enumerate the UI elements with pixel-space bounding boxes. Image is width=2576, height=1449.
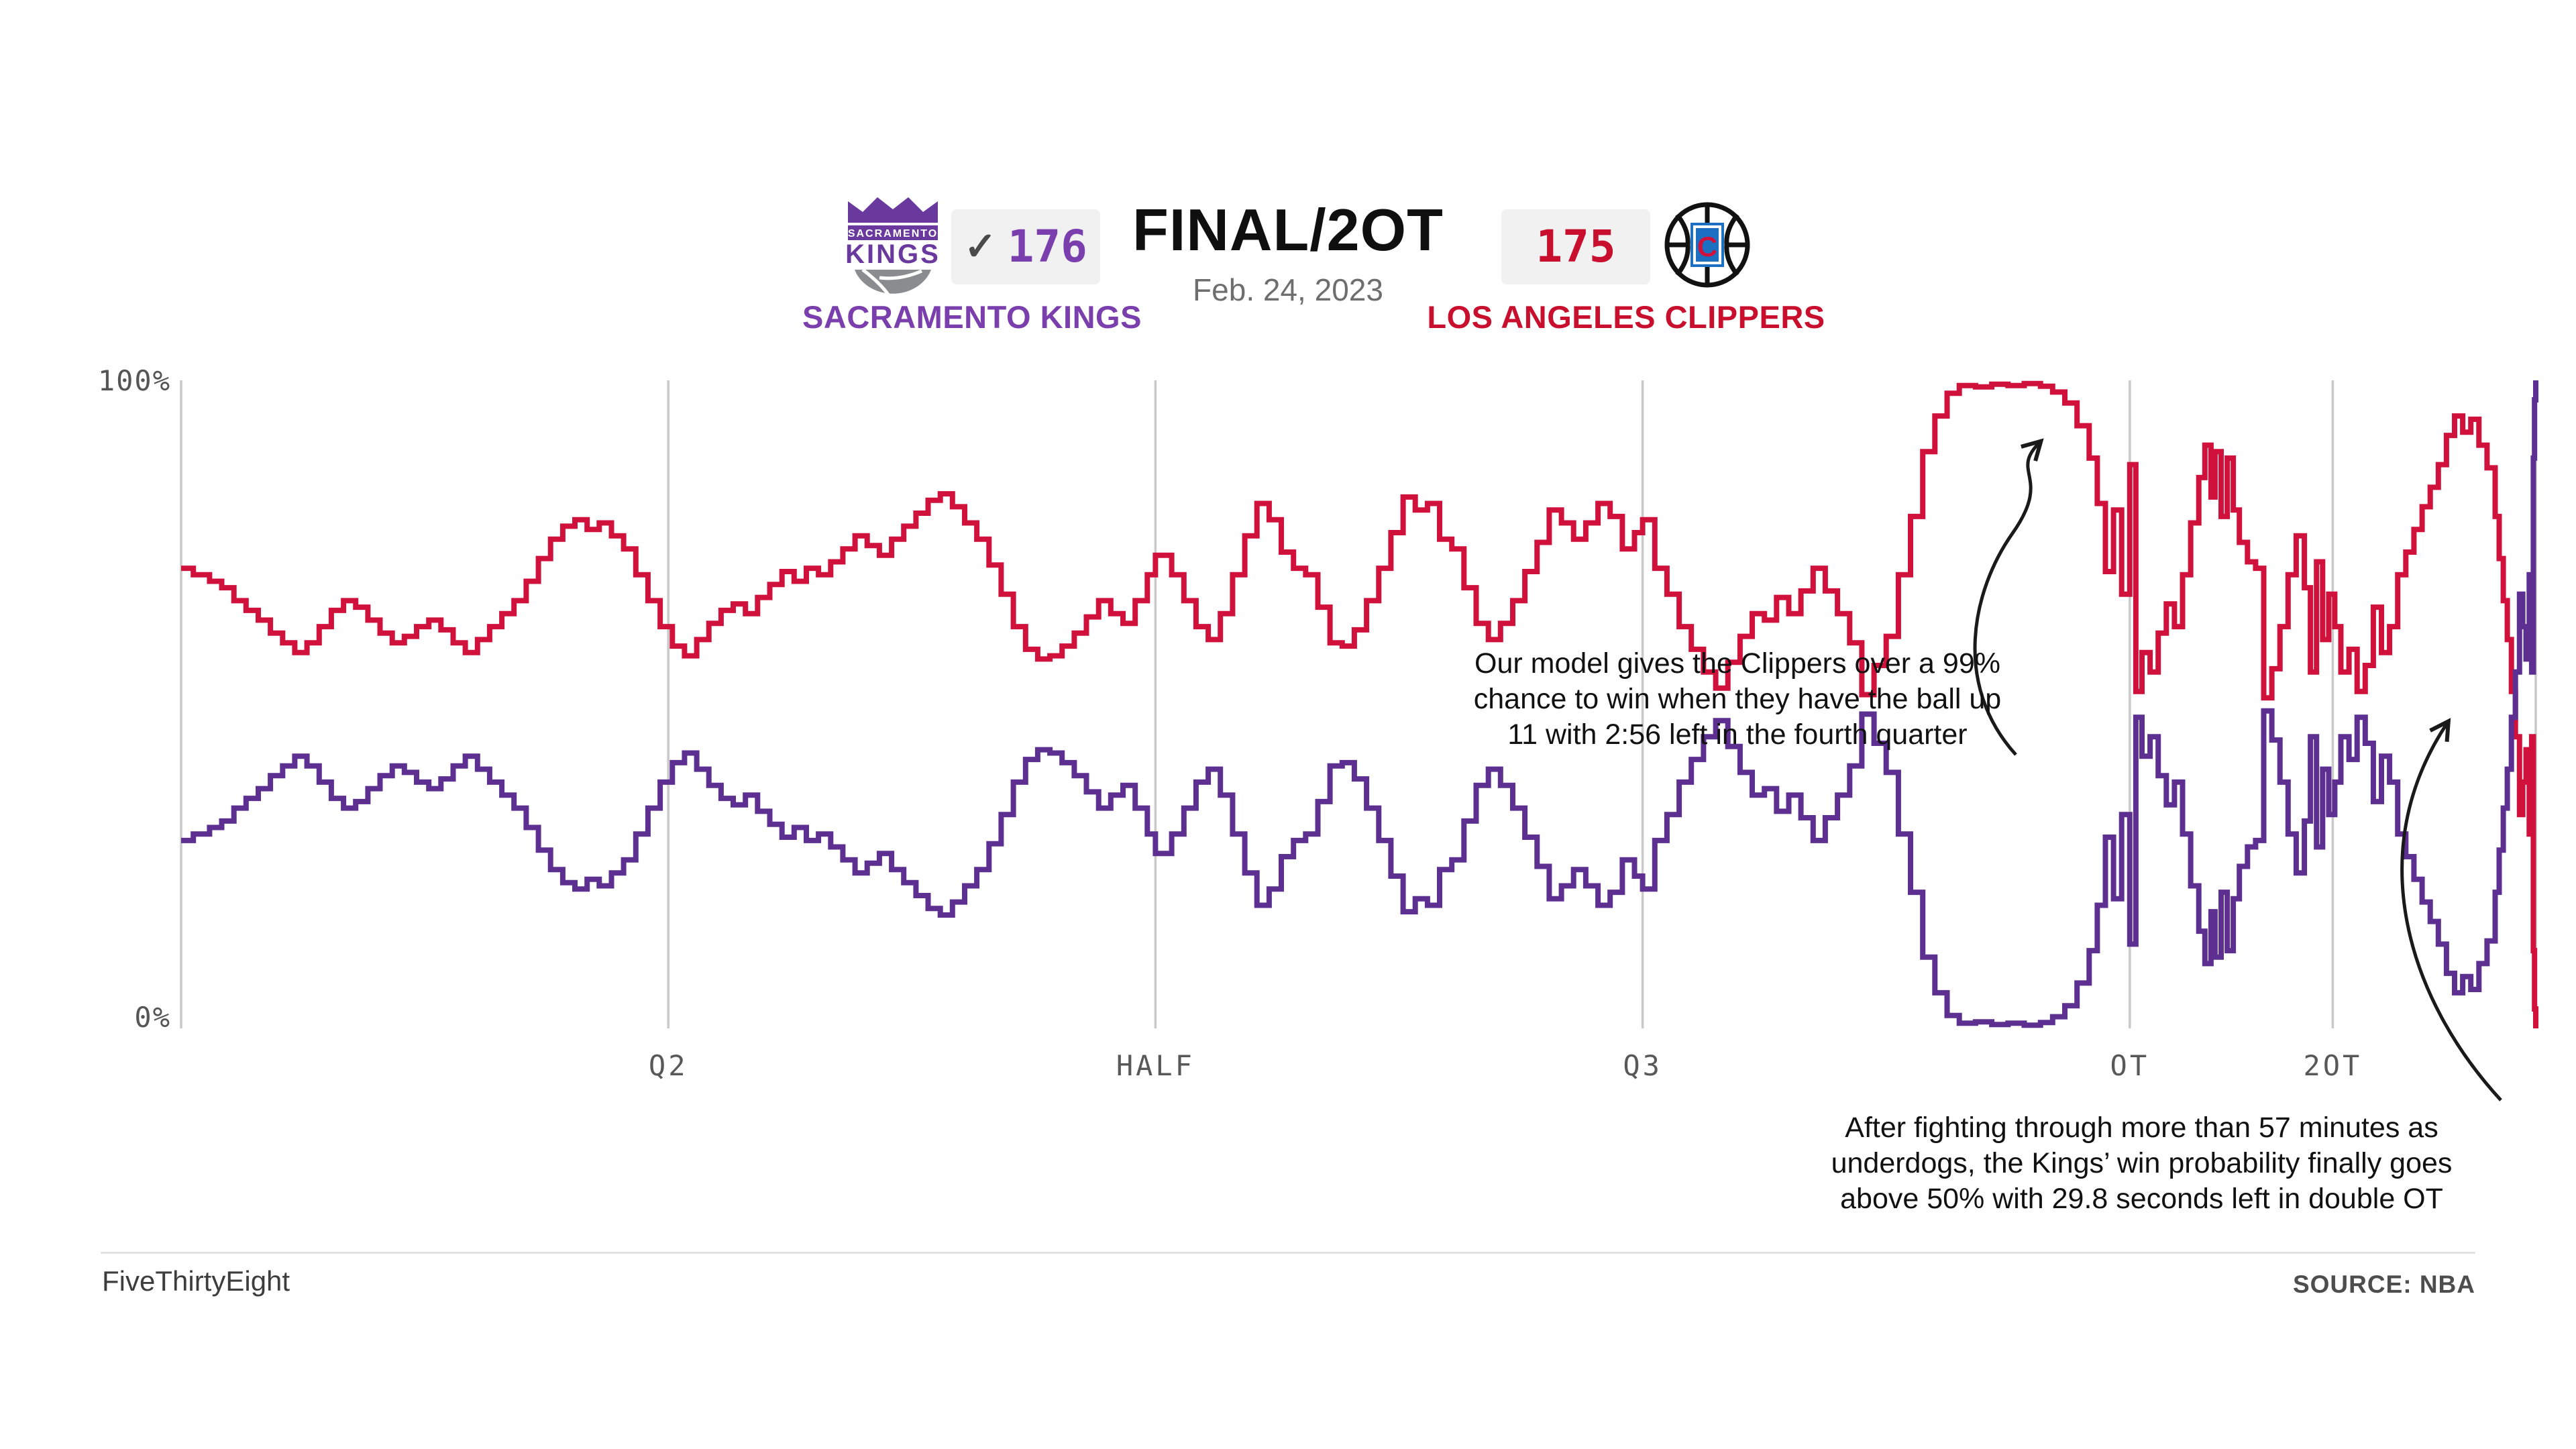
svg-text:SACRAMENTO: SACRAMENTO <box>848 228 938 239</box>
annotation-line: above 50% with 29.8 seconds left in doub… <box>1840 1183 2443 1215</box>
arrow-to-kings-50-percent-cross <box>2400 718 2502 1102</box>
annotation-line: 11 with 2:56 left in the fourth quarter <box>1507 718 1968 751</box>
svg-text:KINGS: KINGS <box>845 239 941 269</box>
x-tick-2OT: 2OT <box>2303 1049 2362 1082</box>
x-tick-Q2: Q2 <box>649 1049 688 1082</box>
x-tick-Q3: Q3 <box>1623 1049 1662 1082</box>
annotation-line: chance to win when they have the ball up <box>1473 683 2002 715</box>
arrow-to-99-percent-plateau <box>1973 438 2044 756</box>
clippers-team-name: LOS ANGELES CLIPPERS <box>1427 299 1825 335</box>
annotation-line: underdogs, the Kings’ win probability fi… <box>1831 1147 2453 1179</box>
annotation-kings-comeback: After fighting through more than 57 minu… <box>1781 1110 2502 1217</box>
source-credit: SOURCE: NBA <box>2292 1271 2475 1298</box>
y-axis-label-100: 100% <box>97 364 171 397</box>
footer-divider <box>101 1252 2475 1254</box>
clippers-score: 175 <box>1536 221 1616 272</box>
annotation-line: Our model gives the Clippers over a 99% <box>1474 647 2000 680</box>
brand-wordmark: FiveThirtyEight <box>102 1265 290 1297</box>
kings-score-box: ✓ 176 <box>951 209 1100 284</box>
kings-team-name: SACRAMENTO KINGS <box>802 299 1142 335</box>
svg-text:C: C <box>1697 231 1717 262</box>
clippers-score-box: 175 <box>1501 209 1650 284</box>
y-axis-label-0: 0% <box>134 1001 171 1034</box>
clippers-win-prob-line <box>181 380 2538 1028</box>
x-tick-OT: OT <box>2110 1049 2150 1082</box>
kings-logo: SACRAMENTO KINGS <box>843 195 943 305</box>
clippers-logo: C <box>1662 200 1752 293</box>
winner-check-icon: ✓ <box>964 225 997 268</box>
x-tick-HALF: HALF <box>1116 1049 1195 1082</box>
annotation-clippers-99: Our model gives the Clippers over a 99% … <box>1436 646 2039 753</box>
kings-score: 176 <box>1007 221 1087 272</box>
kings-win-prob-line <box>181 380 2538 1028</box>
game-status: FINAL/2OT <box>1132 197 1444 263</box>
game-date: Feb. 24, 2023 <box>1193 272 1383 307</box>
annotation-line: After fighting through more than 57 minu… <box>1845 1112 2438 1144</box>
